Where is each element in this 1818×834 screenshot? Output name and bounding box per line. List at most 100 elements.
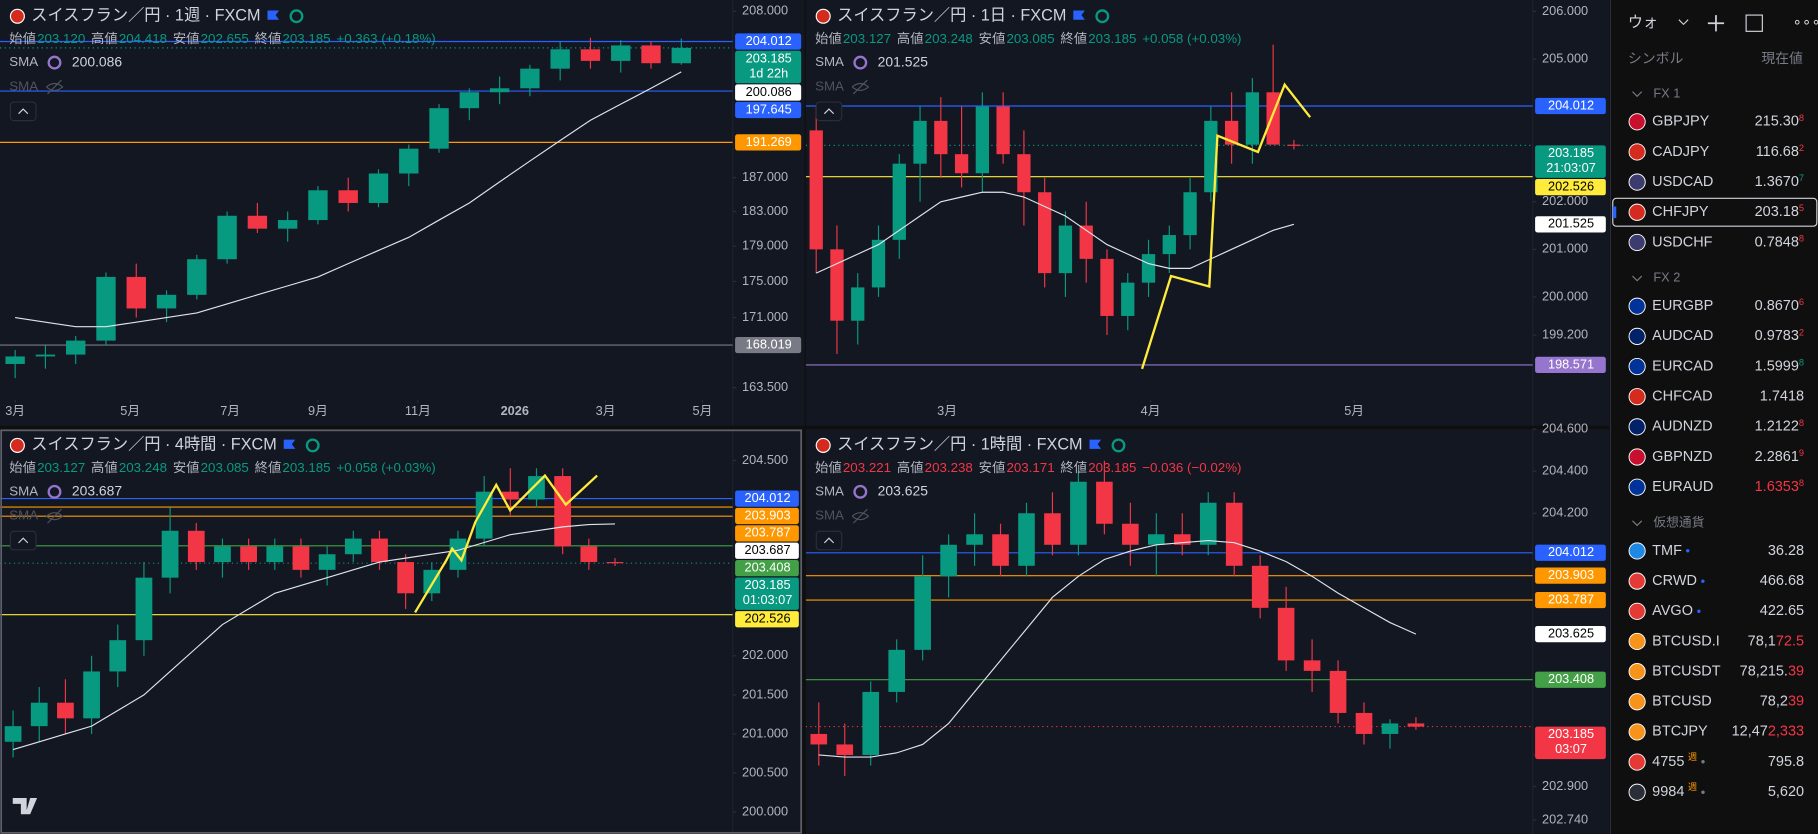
ohlc-value: 203.185 (282, 460, 330, 475)
symbol[interactable]: CRWD (1652, 573, 1697, 589)
symbol[interactable]: AVGO (1652, 603, 1693, 619)
candle-body (1407, 723, 1425, 727)
symbol[interactable]: 9984 (1652, 784, 1684, 800)
candle-body (606, 562, 624, 564)
layout-button[interactable] (1745, 14, 1763, 32)
symbol[interactable]: BTCJPY (1652, 724, 1708, 740)
panel-bg (805, 429, 1610, 834)
hidden-eye-icon (851, 508, 870, 524)
symbol[interactable]: GBPNZD (1652, 449, 1712, 465)
change-value: −0.036 (−0.02%) (1142, 460, 1241, 475)
chart-title[interactable]: スイスフラン／円 · 1日 · FXCM (837, 7, 1066, 25)
price: 1.2122 (1755, 419, 1799, 435)
candle-body (96, 276, 116, 341)
price-label-bg (735, 507, 799, 525)
collapse-button[interactable] (815, 530, 843, 551)
symbol[interactable]: CHFJPY (1652, 204, 1709, 220)
collapse-chevron (823, 108, 835, 115)
price: 203.18 (1755, 204, 1799, 220)
collapse-button[interactable] (9, 101, 37, 122)
add-button[interactable] (1707, 15, 1725, 32)
symbol-icon (1628, 327, 1646, 345)
symbol[interactable]: EURGBP (1652, 298, 1713, 314)
symbol[interactable]: 4755 (1652, 754, 1684, 770)
symbol[interactable]: CHFCAD (1652, 389, 1712, 405)
section-chevron[interactable] (1632, 91, 1643, 98)
collapse-button[interactable] (9, 530, 37, 551)
hidden-eye-icon (46, 508, 64, 524)
price-label: 203.625 (1548, 625, 1594, 640)
symbol[interactable]: USDCAD (1652, 174, 1713, 190)
candle-body (641, 45, 661, 64)
price-label-bg (735, 611, 799, 628)
symbol-icon (1628, 632, 1646, 651)
sma-icon (47, 484, 62, 499)
symbol[interactable]: CADJPY (1652, 144, 1709, 160)
chart-title[interactable]: スイスフラン／円 · 1週 · FXCM (31, 7, 260, 25)
price-label-bg (735, 33, 802, 50)
price-tail: 39 (1788, 694, 1804, 710)
candle-body (1355, 712, 1373, 734)
candle-body (550, 49, 570, 69)
symbol[interactable]: BTCUSDT (1652, 663, 1721, 679)
symbol-icon (1628, 113, 1646, 131)
price-label-bg (1535, 356, 1606, 374)
price: 0.8670 (1755, 298, 1799, 314)
sma-label[interactable]: SMA (815, 483, 844, 498)
symbol[interactable]: BTCUSD (1652, 694, 1712, 710)
candle-body (292, 546, 310, 570)
candle-body (871, 239, 886, 288)
candle-body (397, 562, 415, 594)
candle-body (1224, 120, 1239, 145)
price-label: 200.086 (746, 84, 792, 99)
price-label: 204.012 (745, 490, 791, 505)
price-label-bg (735, 336, 802, 354)
symbol[interactable]: EURAUD (1652, 479, 1713, 495)
collapse-button[interactable] (815, 101, 843, 122)
y-tick-label: 200.000 (742, 803, 788, 818)
symbol[interactable]: USDCHF (1652, 234, 1712, 250)
candle-body (344, 538, 362, 555)
sma2-label[interactable]: SMA (815, 79, 844, 94)
symbol[interactable]: GBPJPY (1652, 114, 1709, 130)
symbol[interactable]: AUDNZD (1652, 419, 1712, 435)
candle-body (240, 546, 257, 563)
ohlc-label: 終値 (1060, 31, 1087, 46)
column-header[interactable]: 現在値 (1761, 50, 1803, 66)
symbol[interactable]: BTCUSD.I (1652, 633, 1720, 649)
ohlc-label: 安値 (173, 31, 200, 46)
price-label-bg (1535, 179, 1606, 196)
sma-label[interactable]: SMA (9, 483, 38, 498)
price-label: 03:07 (1555, 741, 1587, 756)
symbol[interactable]: TMF (1652, 543, 1682, 559)
candle-body (888, 649, 905, 692)
column-header[interactable]: シンボル (1628, 50, 1684, 66)
section-chevron[interactable] (1632, 520, 1643, 527)
sma2-label[interactable]: SMA (9, 508, 38, 523)
sma-label[interactable]: SMA (9, 54, 38, 69)
candle-body (83, 671, 100, 719)
ohlc-value: 203.238 (925, 460, 973, 475)
symbol[interactable]: EURCAD (1652, 358, 1713, 374)
symbol-icon (1628, 542, 1646, 560)
chart-title[interactable]: スイスフラン／円 · 1時間 · FXCM (837, 436, 1082, 454)
sma-label[interactable]: SMA (815, 54, 844, 69)
price: 5,620 (1768, 784, 1804, 800)
section-chevron[interactable] (1632, 275, 1643, 282)
section-name[interactable]: 仮想通貨 (1653, 515, 1704, 530)
sma2-label[interactable]: SMA (9, 79, 38, 94)
symbol[interactable]: AUDCAD (1652, 328, 1713, 344)
section-name[interactable]: FX 1 (1653, 85, 1680, 100)
y-tick-label: 183.000 (742, 203, 788, 218)
dropdown-chevron[interactable] (1678, 19, 1689, 26)
watchlist-name[interactable]: ウォ (1628, 14, 1658, 31)
section-name[interactable]: FX 2 (1653, 270, 1680, 285)
sma2-label[interactable]: SMA (815, 508, 844, 523)
symbol-icon (1628, 572, 1646, 590)
more-button[interactable]: ∘∘∘ (1792, 14, 1818, 31)
candle-body (135, 577, 153, 641)
chart-title[interactable]: スイスフラン／円 · 4時間 · FXCM (31, 436, 276, 454)
price-label: 168.019 (746, 336, 792, 351)
y-tick-label: 163.500 (742, 379, 788, 394)
candle-body (1303, 660, 1321, 671)
